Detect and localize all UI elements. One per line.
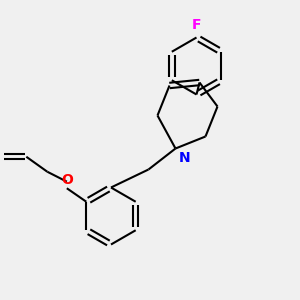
- Text: N: N: [178, 151, 190, 165]
- Text: F: F: [192, 18, 201, 32]
- Text: O: O: [61, 173, 73, 187]
